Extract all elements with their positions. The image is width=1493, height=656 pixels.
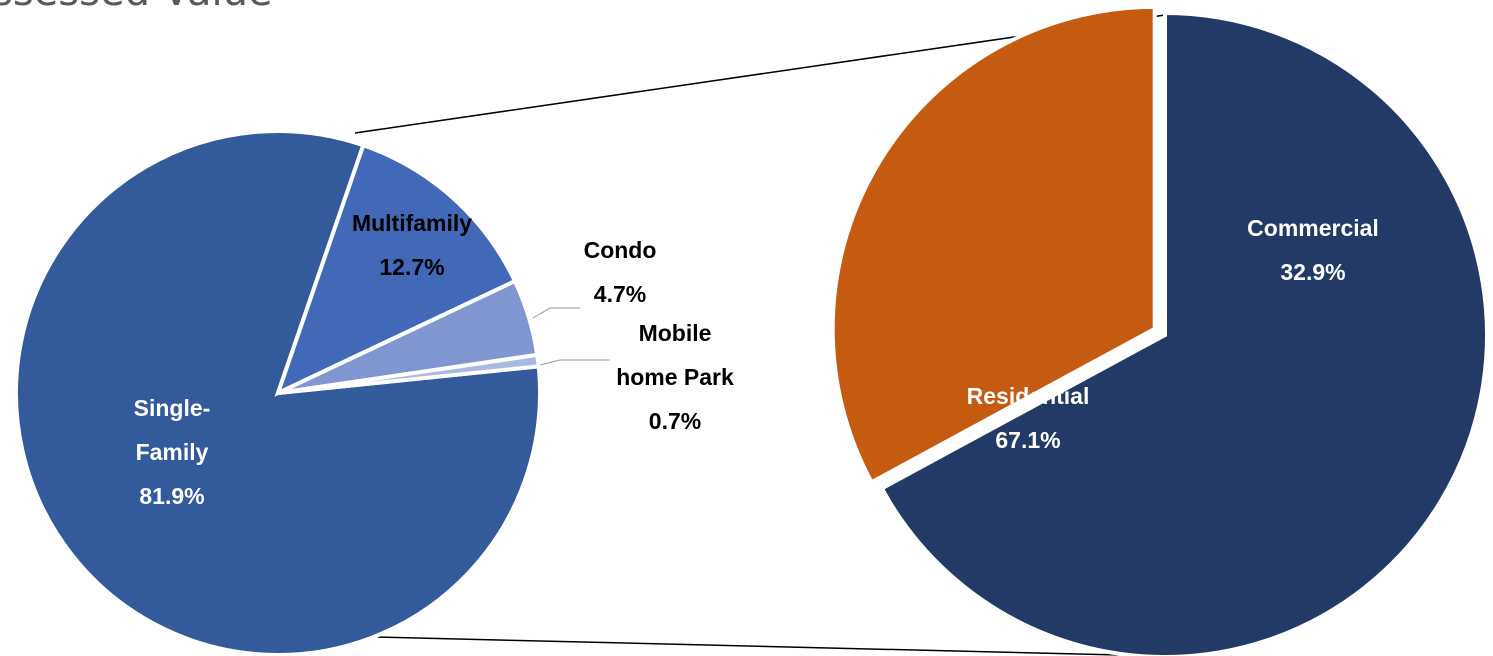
slice-value: 0.7% — [649, 408, 701, 434]
leader-line — [539, 359, 610, 366]
slice-value: 32.9% — [1280, 259, 1345, 285]
connector — [374, 636, 1121, 656]
pie-slice — [274, 142, 518, 397]
slice-label: Single-Family — [134, 395, 211, 465]
pie-slice — [277, 352, 541, 395]
slice-label: Multifamily — [352, 210, 472, 236]
slice-value: 4.7% — [594, 281, 646, 307]
slice-label: Commercial — [1247, 215, 1379, 241]
slice-value: 81.9% — [139, 483, 204, 509]
slice-label: Residential — [967, 383, 1090, 409]
slice-value: 12.7% — [379, 254, 444, 280]
leader-line — [532, 307, 580, 319]
slice-label: Mobile home Park — [616, 320, 734, 390]
pie-slice — [830, 4, 1157, 485]
slice-value: 67.1% — [995, 427, 1060, 453]
chart-title: ssessed Value — [0, 0, 273, 15]
slice-label: Condo — [584, 237, 657, 263]
pie-slice — [879, 10, 1489, 656]
